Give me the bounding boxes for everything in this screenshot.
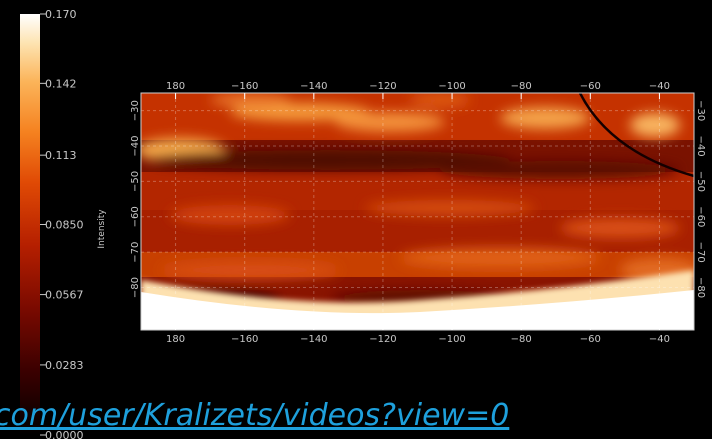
boundary-arc bbox=[578, 92, 695, 178]
x-tick-label-bottom: −80 bbox=[511, 334, 532, 345]
x-tick-label-top: −80 bbox=[511, 81, 532, 92]
x-tick-label-bottom: −140 bbox=[300, 334, 327, 345]
x-tick-label-bottom: 180 bbox=[166, 334, 185, 345]
heatmap-plot: 180 −160 −140 −120 −100 −80 −60 −40 180 −160 −140… bbox=[130, 81, 706, 345]
colorbar-tick-label: 0.0283 bbox=[45, 359, 84, 372]
plot-frame bbox=[140, 92, 695, 331]
x-tick-label-bottom: −160 bbox=[231, 334, 258, 345]
x-tick-label-bottom: −40 bbox=[649, 334, 670, 345]
x-tick-label-top: −100 bbox=[438, 81, 465, 92]
y-axis-right: −30 −40 −50 −60 −70 −80 bbox=[695, 100, 706, 298]
x-tick-label-top: −40 bbox=[649, 81, 670, 92]
y-tick-label-left: −60 bbox=[130, 206, 141, 227]
grid-lines bbox=[141, 93, 694, 330]
colorbar-ticks: 0.170 0.142 0.113 0.0850 0.0567 0.0283 0.0000 bbox=[40, 8, 84, 439]
x-tick-label-bottom: −60 bbox=[580, 334, 601, 345]
y-tick-label-right: −50 bbox=[695, 171, 706, 192]
colorbar-tick-label: 0.170 bbox=[45, 8, 77, 21]
y-tick-label-left: −40 bbox=[130, 136, 141, 157]
y-tick-label-right: −80 bbox=[695, 277, 706, 298]
y-tick-label-right: −70 bbox=[695, 242, 706, 263]
x-tick-label-top: −120 bbox=[369, 81, 396, 92]
x-tick-label-top: −160 bbox=[231, 81, 258, 92]
x-tick-label-top: −60 bbox=[580, 81, 601, 92]
colorbar-tick-label: 0.113 bbox=[45, 149, 77, 162]
y-tick-label-right: −40 bbox=[695, 136, 706, 157]
x-tick-label-top: −140 bbox=[300, 81, 327, 92]
x-tick-label-bottom: −120 bbox=[369, 334, 396, 345]
colorbar-label: Intensity bbox=[97, 209, 107, 249]
x-axis-bottom: 180 −160 −140 −120 −100 −80 −60 −40 bbox=[166, 324, 670, 345]
x-tick-label-bottom: −100 bbox=[438, 334, 465, 345]
colorbar-tick-label: 0.0000 bbox=[45, 429, 84, 439]
x-tick-label-top: 180 bbox=[166, 81, 185, 92]
y-tick-label-left: −30 bbox=[130, 100, 141, 121]
colorbar-tick-label: 0.0850 bbox=[45, 219, 84, 232]
y-tick-label-left: −70 bbox=[130, 242, 141, 263]
y-axis-left: −30 −40 −50 −60 −70 −80 bbox=[130, 100, 141, 298]
y-tick-label-left: −80 bbox=[130, 277, 141, 298]
heatmap-field bbox=[141, 93, 694, 330]
colorbar: 0.1700.1420.1130.08500.05670.02830.0000 … bbox=[20, 8, 107, 439]
x-axis-top: 180 −160 −140 −120 −100 −80 −60 −40 bbox=[166, 81, 670, 99]
channel-url-overlay[interactable]: com/user/Kralizets/videos?view=0 bbox=[0, 398, 510, 433]
y-tick-label-left: −50 bbox=[130, 171, 141, 192]
y-tick-label-right: −60 bbox=[695, 206, 706, 227]
colorbar-tick-label: 0.0567 bbox=[45, 289, 84, 302]
colorbar-tick-label: 0.142 bbox=[45, 77, 77, 90]
colorbar-gradient bbox=[20, 14, 40, 435]
y-tick-label-right: −30 bbox=[695, 100, 706, 121]
